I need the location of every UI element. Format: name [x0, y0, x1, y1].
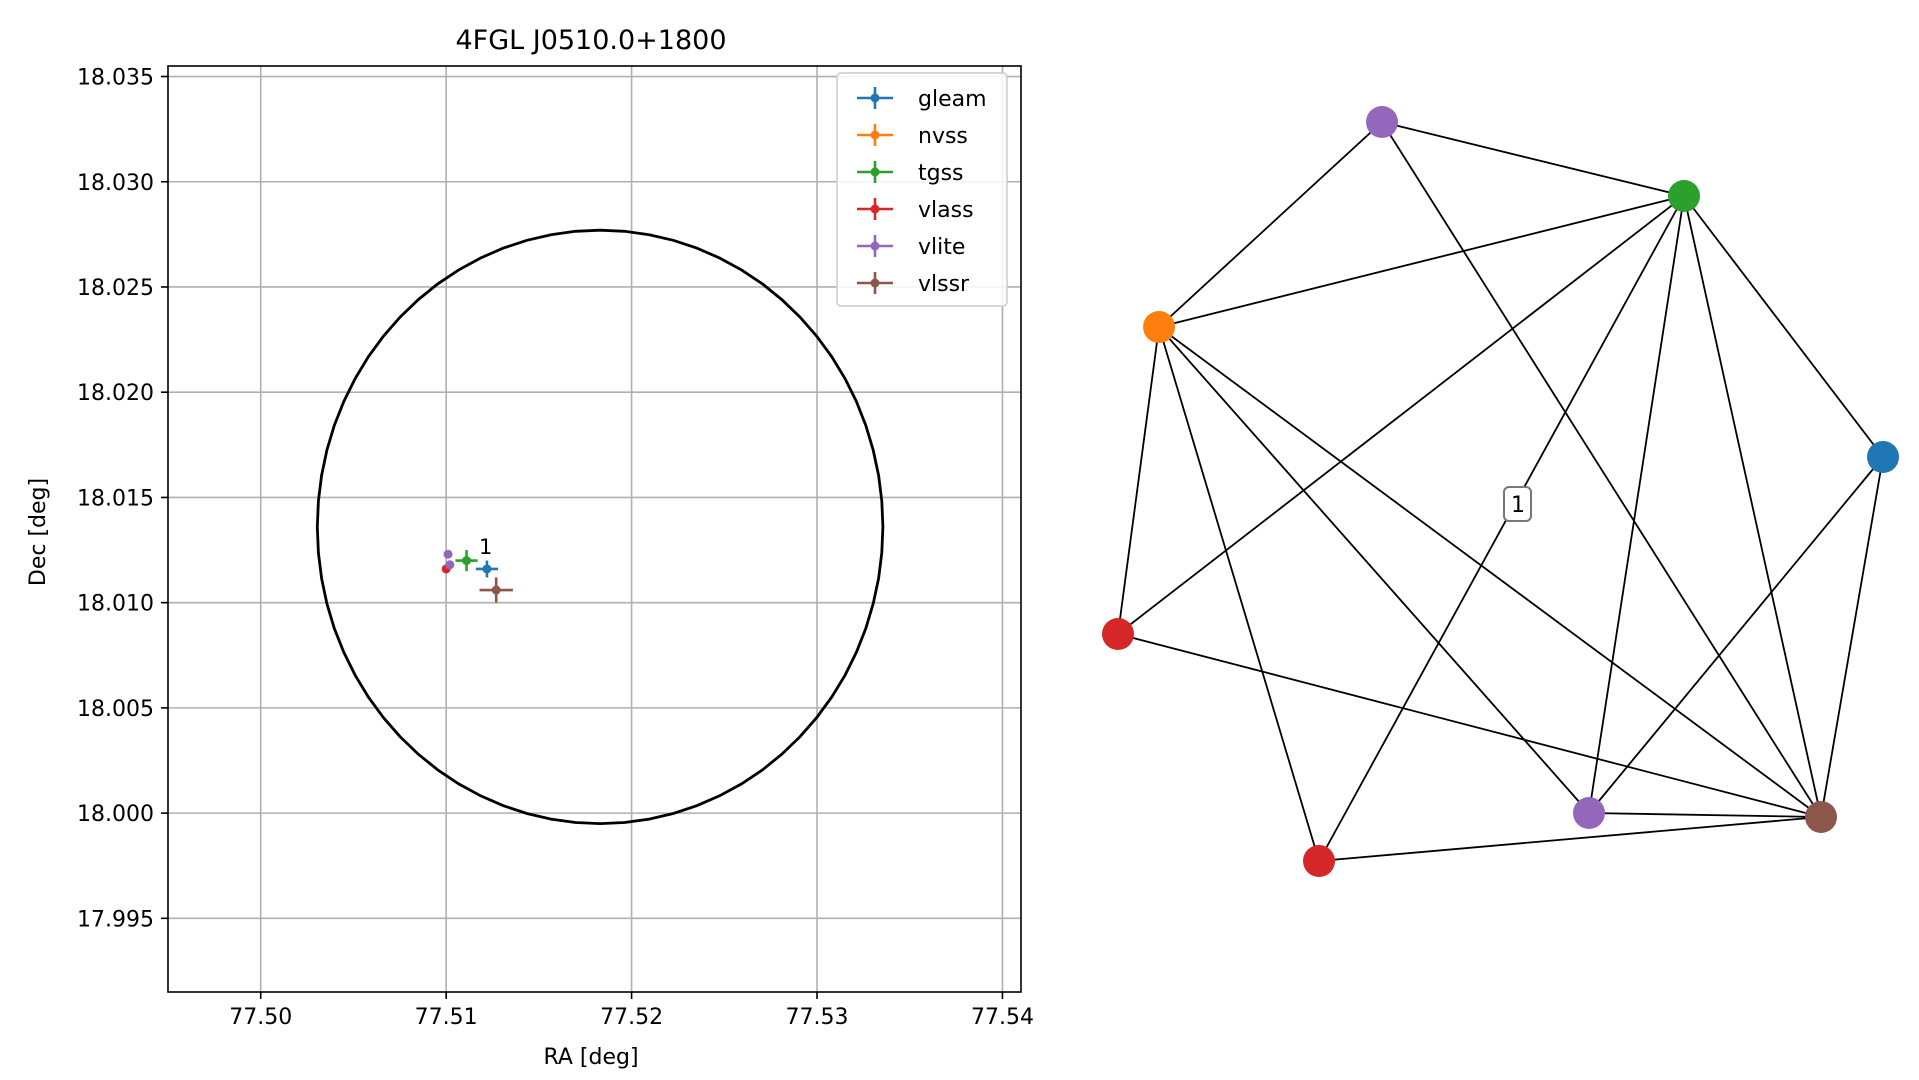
network-panel: 1: [1102, 106, 1899, 877]
data-point-tgss: [455, 550, 478, 572]
legend-entries: gleam nvss tgss vlass vlite vlssr: [857, 87, 987, 297]
legend-label: vlssr: [918, 272, 970, 297]
y-tick-label: 17.995: [77, 907, 154, 932]
y-tick-label: 18.015: [77, 486, 154, 511]
axes-frame: [167, 65, 1022, 993]
network-label: 1: [1511, 493, 1525, 518]
node-red-left: [1102, 618, 1134, 650]
edge-green-red-left: [1117, 195, 1685, 635]
network-label-box: 1: [1503, 486, 1532, 522]
data-point-vlite: [445, 560, 455, 570]
edge-blue-brown: [1820, 456, 1884, 818]
legend-entry-vlssr: vlssr: [857, 272, 970, 297]
edge-orange-red-bottom: [1158, 326, 1320, 862]
edge-orange-red-left: [1117, 326, 1160, 635]
y-tick-label: 18.020: [77, 381, 154, 406]
node-red-bottom: [1303, 845, 1335, 877]
legend-label: tgss: [918, 161, 964, 186]
x-tick-label: 77.51: [415, 1005, 478, 1030]
legend-label: nvss: [918, 124, 968, 149]
edge-red-bottom-brown: [1318, 816, 1822, 862]
legend-entry-vlass: vlass: [857, 198, 974, 223]
y-tick-label: 18.010: [77, 592, 154, 617]
axis-ticks: 77.50 77.51 77.52 77.53 77.54 17.995 18.000 18.…: [77, 66, 1034, 1030]
point-marker: [482, 564, 492, 574]
legend-entry-tgss: tgss: [857, 161, 964, 186]
edge-green-brown: [1683, 195, 1822, 818]
point-marker: [443, 549, 453, 559]
legend-entry-gleam: gleam: [857, 87, 987, 112]
edge-blue-purple-bottom: [1588, 456, 1884, 814]
node-purple-bottom: [1573, 797, 1605, 829]
x-axis-label: RA [deg]: [543, 1045, 638, 1070]
x-tick-label: 77.50: [229, 1005, 292, 1030]
data-point-gleam: [475, 560, 499, 578]
legend-entry-nvss: nvss: [857, 124, 968, 149]
node-green: [1668, 180, 1700, 212]
x-tick-label: 77.54: [971, 1005, 1034, 1030]
data-point-vlite: [443, 549, 453, 559]
legend-entry-vlite: vlite: [857, 235, 965, 260]
node-orange: [1143, 311, 1175, 343]
legend-frame: [836, 72, 1008, 307]
edge-green-blue: [1683, 195, 1884, 458]
node-purple-top: [1366, 106, 1398, 138]
y-tick-label: 18.000: [77, 802, 154, 827]
edge-green-orange: [1158, 195, 1685, 328]
edge-green-purple-bottom: [1588, 195, 1685, 814]
edge-purple-top-orange: [1158, 121, 1383, 328]
legend-marker: [870, 241, 880, 251]
legend-marker: [870, 130, 880, 140]
scatter-panel: 1 77.50 77.51 77.52 77.53 77.54 17.995 18.000 1…: [26, 25, 1034, 1070]
edge-orange-purple-bottom: [1158, 326, 1590, 814]
legend-label: vlite: [918, 235, 965, 260]
point-marker: [445, 560, 455, 570]
edge-purple-bottom-brown: [1588, 812, 1822, 818]
y-tick-label: 18.030: [77, 171, 154, 196]
edge-purple-top-green: [1381, 121, 1685, 197]
x-tick-label: 77.52: [600, 1005, 663, 1030]
data-points: [441, 549, 513, 603]
network-edges: [1117, 121, 1884, 862]
node-blue: [1867, 441, 1899, 473]
data-point-vlssr: [479, 577, 513, 603]
legend-label: vlass: [918, 198, 974, 223]
edge-green-red-bottom: [1318, 195, 1685, 862]
edge-red-left-brown: [1117, 633, 1822, 818]
point-annotation: 1: [479, 535, 492, 559]
localization-ellipse: [315, 228, 885, 826]
edge-purple-top-brown: [1381, 121, 1822, 818]
legend-marker: [870, 278, 880, 288]
point-marker: [462, 556, 472, 566]
legend: gleam nvss tgss vlass vlite vlssr: [836, 72, 1008, 307]
network-nodes: [1102, 106, 1899, 877]
legend-label: gleam: [918, 87, 987, 112]
edge-orange-brown: [1158, 326, 1822, 818]
point-marker: [491, 585, 501, 595]
y-tick-label: 18.025: [77, 276, 154, 301]
node-brown: [1805, 801, 1837, 833]
y-tick-label: 18.005: [77, 697, 154, 722]
legend-marker: [870, 93, 880, 103]
x-tick-label: 77.53: [786, 1005, 849, 1030]
legend-marker: [870, 167, 880, 177]
y-tick-label: 18.035: [77, 66, 154, 91]
legend-marker: [870, 204, 880, 214]
y-axis-label: Dec [deg]: [26, 478, 51, 586]
chart-title: 4FGL J0510.0+1800: [455, 25, 726, 56]
